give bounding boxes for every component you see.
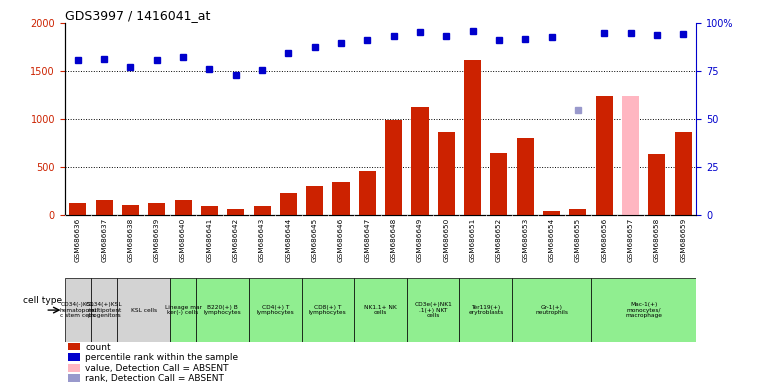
Bar [674, 131, 692, 215]
Text: GSM686645: GSM686645 [312, 218, 317, 262]
Bar [596, 96, 613, 215]
Text: Gr-1(+)
neutrophils: Gr-1(+) neutrophils [535, 305, 568, 316]
Bar [648, 154, 665, 215]
Bar [228, 209, 244, 215]
Bar [354, 278, 407, 342]
Text: GSM686654: GSM686654 [549, 218, 555, 262]
Text: CD8(+) T
lymphocytes: CD8(+) T lymphocytes [309, 305, 347, 316]
Bar [490, 152, 508, 215]
Text: GSM686642: GSM686642 [233, 218, 239, 262]
Text: GSM686650: GSM686650 [444, 218, 449, 262]
Text: GSM686651: GSM686651 [470, 218, 476, 262]
Text: GSM686657: GSM686657 [628, 218, 633, 262]
Text: percentile rank within the sample: percentile rank within the sample [85, 353, 238, 362]
Text: GSM686643: GSM686643 [259, 218, 265, 262]
Bar [517, 138, 533, 215]
Bar [464, 60, 481, 215]
Bar [306, 186, 323, 215]
Text: GSM686644: GSM686644 [285, 218, 291, 262]
Bar [69, 203, 87, 215]
Text: Mac-1(+)
monocytes/
macrophage: Mac-1(+) monocytes/ macrophage [626, 302, 662, 318]
Text: B220(+) B
lymphocytes: B220(+) B lymphocytes [204, 305, 241, 316]
Bar [407, 278, 460, 342]
Bar [385, 120, 403, 215]
Bar [68, 364, 80, 372]
Bar [543, 211, 560, 215]
Bar [460, 278, 512, 342]
Text: GSM686636: GSM686636 [75, 218, 81, 262]
Bar [249, 278, 301, 342]
Bar [358, 171, 376, 215]
Bar [174, 200, 192, 215]
Bar [148, 203, 165, 215]
Text: GSM686658: GSM686658 [654, 218, 660, 262]
Bar [68, 343, 80, 351]
Text: GSM686659: GSM686659 [680, 218, 686, 262]
Text: CD3e(+)NK1
.1(+) NKT
cells: CD3e(+)NK1 .1(+) NKT cells [414, 302, 452, 318]
Text: GSM686641: GSM686641 [206, 218, 212, 262]
Text: GSM686656: GSM686656 [601, 218, 607, 262]
Text: GSM686639: GSM686639 [154, 218, 160, 262]
Text: GSM686653: GSM686653 [522, 218, 528, 262]
Text: cell type: cell type [23, 296, 62, 305]
Text: GSM686646: GSM686646 [338, 218, 344, 262]
Text: CD4(+) T
lymphocytes: CD4(+) T lymphocytes [256, 305, 294, 316]
Bar [438, 131, 455, 215]
Bar [68, 374, 80, 382]
Bar [201, 206, 218, 215]
Bar [333, 182, 349, 215]
Text: KSL cells: KSL cells [131, 308, 157, 313]
Text: value, Detection Call = ABSENT: value, Detection Call = ABSENT [85, 364, 229, 372]
Bar [65, 278, 91, 342]
Text: CD34(+)KSL
multipotent
progenitors: CD34(+)KSL multipotent progenitors [86, 302, 123, 318]
Bar [96, 200, 113, 215]
Bar [512, 278, 591, 342]
Bar [91, 278, 117, 342]
Text: GSM686647: GSM686647 [365, 218, 371, 262]
Bar [280, 193, 297, 215]
Bar [622, 96, 639, 215]
Bar [412, 107, 428, 215]
Text: GSM686655: GSM686655 [575, 218, 581, 262]
Text: Ter119(+)
erytroblasts: Ter119(+) erytroblasts [468, 305, 503, 316]
Bar [253, 207, 271, 215]
Text: GSM686637: GSM686637 [101, 218, 107, 262]
Bar [117, 278, 170, 342]
Bar [68, 353, 80, 361]
Bar [591, 278, 696, 342]
Bar [122, 205, 139, 215]
Text: count: count [85, 343, 111, 351]
Bar [569, 209, 587, 215]
Text: GSM686638: GSM686638 [128, 218, 133, 262]
Text: GSM686649: GSM686649 [417, 218, 423, 262]
Text: NK1.1+ NK
cells: NK1.1+ NK cells [364, 305, 397, 316]
Text: rank, Detection Call = ABSENT: rank, Detection Call = ABSENT [85, 374, 224, 383]
Bar [170, 278, 196, 342]
Text: GDS3997 / 1416041_at: GDS3997 / 1416041_at [65, 9, 210, 22]
Bar [301, 278, 354, 342]
Text: GSM686648: GSM686648 [390, 218, 396, 262]
Bar [196, 278, 249, 342]
Text: GSM686640: GSM686640 [180, 218, 186, 262]
Text: GSM686652: GSM686652 [496, 218, 502, 262]
Text: CD34(-)KSL
hematopoiet
c stem cells: CD34(-)KSL hematopoiet c stem cells [59, 302, 97, 318]
Text: Lineage mar
ker(-) cells: Lineage mar ker(-) cells [164, 305, 202, 316]
